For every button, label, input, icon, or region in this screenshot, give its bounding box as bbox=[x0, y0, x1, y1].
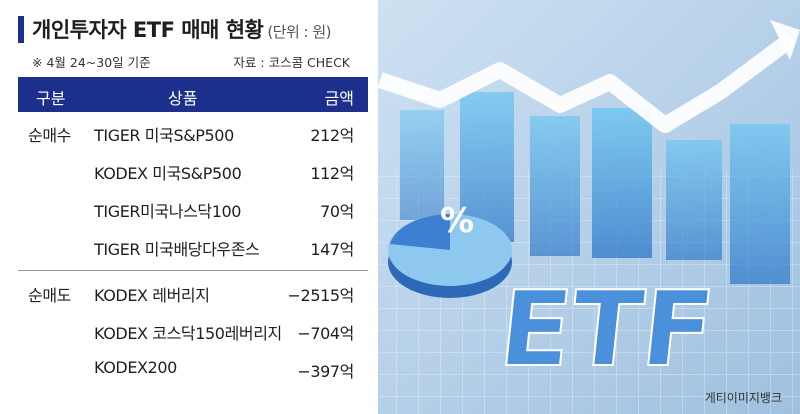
row-amount: −704억 bbox=[297, 324, 354, 343]
table-row: KODEX 미국S&P500 112억 bbox=[18, 152, 368, 190]
trend-arrow bbox=[377, 33, 795, 133]
row-product: KODEX 레버리지 bbox=[94, 286, 210, 305]
row-product: TIGER 미국S&P500 bbox=[94, 126, 234, 145]
unit-label: (단위 : 원) bbox=[267, 23, 332, 41]
row-amount: 147억 bbox=[310, 240, 354, 259]
etf-block-letters: ETF bbox=[494, 268, 720, 390]
table-row: TIGER미국나스닥100 70억 bbox=[18, 190, 368, 228]
source-note: 자료 : 코스콤 CHECK bbox=[233, 55, 350, 70]
table-row: KODEX200 −397억 bbox=[18, 350, 368, 388]
row-product: KODEX 코스닥150레버리지 bbox=[94, 324, 282, 343]
header-category: 구분 bbox=[36, 89, 66, 108]
table-row: TIGER 미국배당다우존스 147억 bbox=[18, 228, 368, 266]
row-category: 순매수 bbox=[28, 126, 71, 145]
table-row: 순매도 KODEX 레버리지 −2515억 bbox=[18, 274, 368, 312]
period-note: ※ 4월 24~30일 기준 bbox=[32, 55, 151, 70]
row-product: KODEX 미국S&P500 bbox=[94, 164, 242, 183]
glass-bars bbox=[400, 92, 790, 284]
row-product: KODEX200 bbox=[94, 358, 177, 377]
row-amount: 70억 bbox=[320, 202, 354, 221]
row-amount: 112억 bbox=[310, 164, 354, 183]
row-category: 순매도 bbox=[28, 286, 71, 305]
chart-title: 개인투자자 ETF 매매 현황 (단위 : 원) bbox=[32, 14, 332, 44]
row-amount: 212억 bbox=[310, 126, 354, 145]
data-panel: 개인투자자 ETF 매매 현황 (단위 : 원) ※ 4월 24~30일 기준 자… bbox=[0, 0, 378, 414]
header-product: 상품 bbox=[168, 89, 198, 108]
image-credit: 게티이미지뱅크 bbox=[704, 391, 782, 405]
table-header: 구분 상품 금액 bbox=[18, 77, 368, 112]
table-row: KODEX 코스닥150레버리지 −704억 bbox=[18, 312, 368, 350]
header-amount: 금액 bbox=[324, 89, 354, 108]
row-amount: −2515억 bbox=[287, 286, 355, 305]
pie-chart-icon: % bbox=[388, 201, 512, 298]
row-amount: −397억 bbox=[297, 362, 354, 381]
title-text: 개인투자자 ETF 매매 현황 bbox=[32, 18, 264, 42]
title-accent-bar bbox=[18, 16, 24, 43]
table-row: 순매수 TIGER 미국S&P500 212억 bbox=[18, 114, 368, 152]
group-divider bbox=[18, 270, 368, 271]
svg-text:%: % bbox=[440, 201, 474, 241]
row-product: TIGER 미국배당다우존스 bbox=[94, 240, 260, 259]
row-product: TIGER미국나스닥100 bbox=[94, 202, 242, 221]
